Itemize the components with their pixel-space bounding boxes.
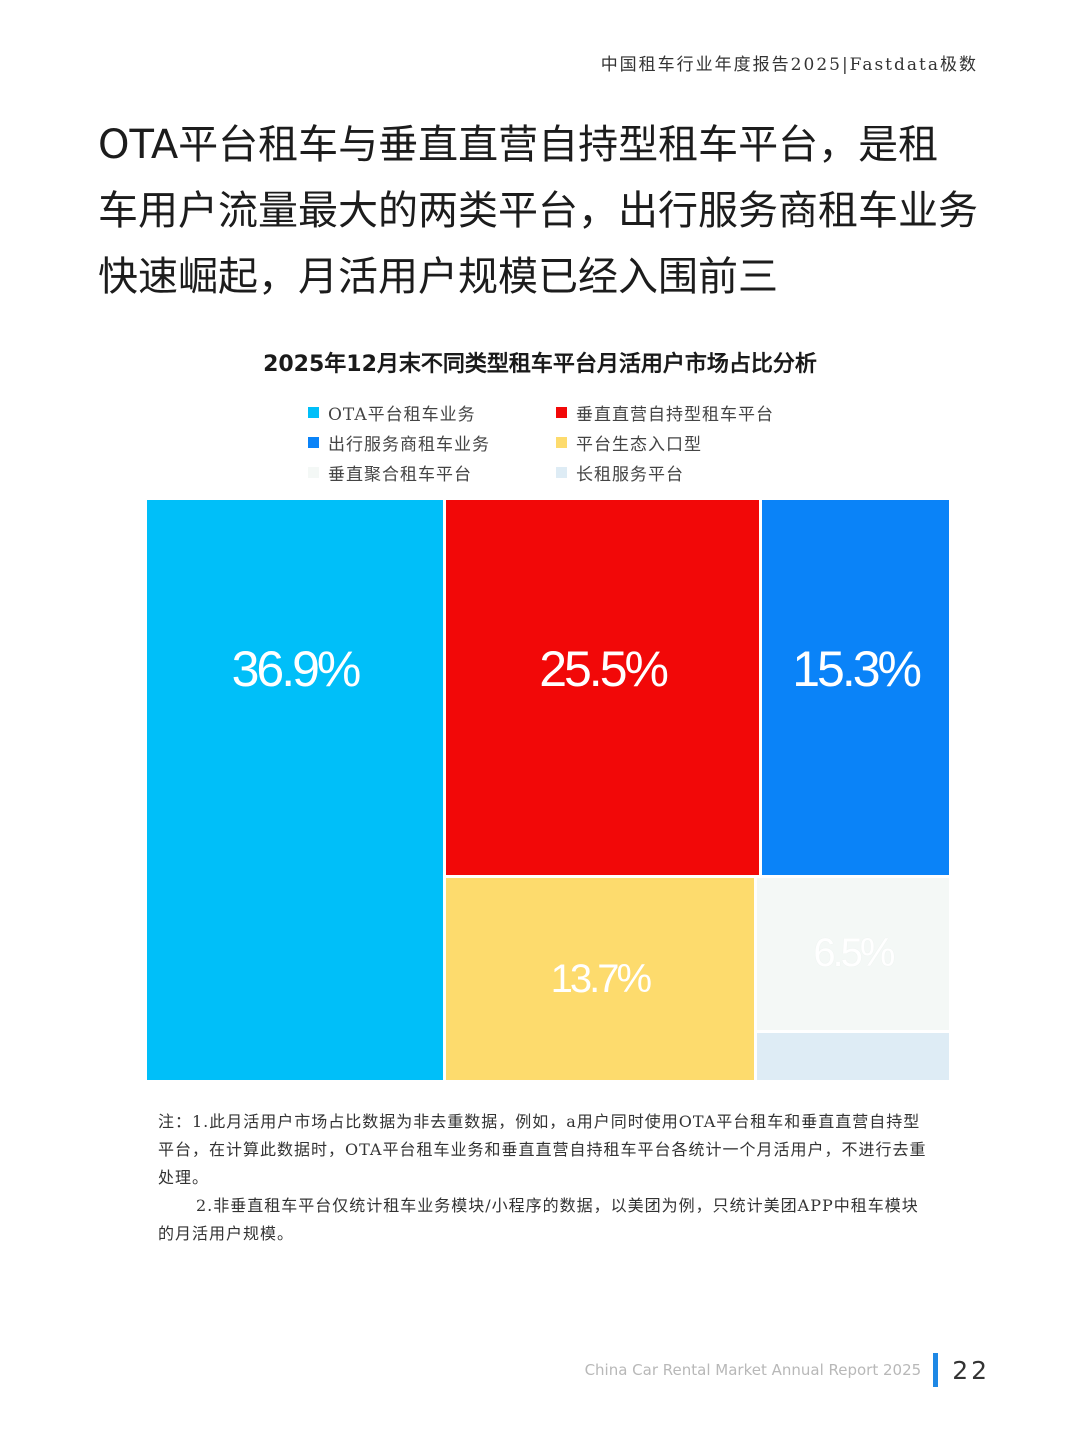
page-footer: China Car Rental Market Annual Report 20…	[585, 1352, 990, 1388]
note-2: 2.非垂直租车平台仅统计租车业务模块/小程序的数据，以美团为例，只统计美团APP…	[158, 1196, 919, 1243]
legend-swatch	[556, 406, 567, 418]
footer-report-name: China Car Rental Market Annual Report 20…	[584, 1361, 922, 1379]
tile-value-label: 36.9%	[231, 641, 362, 697]
legend-label: 垂直直营自持型租车平台	[576, 404, 774, 425]
tile-value-label: 15.3%	[792, 641, 922, 697]
tile-value-label: 25.5%	[539, 641, 669, 697]
chart-title: 2025年12月末不同类型租车平台月活用户市场占比分析	[263, 352, 817, 377]
legend-label: 垂直聚合租车平台	[328, 464, 472, 485]
legend-swatch	[308, 466, 319, 478]
tile-value-label: 6.5%	[813, 931, 895, 976]
legend-swatch	[308, 406, 319, 418]
legend-item: 垂直聚合租车平台	[308, 460, 556, 485]
tile-vertical-aggregator: 6.5%	[756, 878, 949, 1030]
tile-value-label: 13.7%	[550, 956, 652, 1001]
legend-item: 垂直直营自持型租车平台	[556, 400, 816, 425]
tile-platform-entry: 13.7%	[445, 878, 754, 1080]
page-number: 22	[952, 1355, 990, 1385]
legend-label: 长租服务平台	[576, 464, 684, 485]
legend-label: OTA平台租车业务	[328, 404, 476, 425]
legend-label: 出行服务商租车业务	[328, 434, 490, 455]
legend-item: 出行服务商租车业务	[308, 430, 556, 455]
treemap-chart: 36.9% 25.5% 15.3% 13.7% 6.5%	[147, 500, 949, 1080]
note-1: 注：1.此月活用户市场占比数据为非去重数据，例如，a用户同时使用OTA平台租车和…	[158, 1112, 927, 1187]
tile-ota: 36.9%	[147, 500, 443, 1080]
footer-divider	[933, 1353, 939, 1387]
page-headline: OTA平台租车与垂直直营自持型租车平台，是租车用户流量最大的两类平台，出行服务商…	[98, 122, 978, 300]
legend-swatch	[556, 436, 567, 448]
legend-item: OTA平台租车业务	[308, 400, 556, 425]
legend-swatch	[308, 436, 319, 448]
tile-long-term-rental	[756, 1032, 949, 1080]
legend-item: 长租服务平台	[556, 460, 816, 485]
legend-swatch	[556, 466, 567, 478]
report-tag: 中国租车行业年度报告2025|Fastdata极数	[600, 55, 978, 75]
chart-notes: 注：1.此月活用户市场占比数据为非去重数据，例如，a用户同时使用OTA平台租车和…	[158, 1108, 928, 1248]
chart-legend: OTA平台租车业务 垂直直营自持型租车平台 出行服务商租车业务 平台生态入口型 …	[308, 400, 828, 485]
tile-mobility-service: 15.3%	[762, 500, 949, 876]
legend-label: 平台生态入口型	[576, 434, 702, 455]
legend-item: 平台生态入口型	[556, 430, 816, 455]
tile-vertical-direct: 25.5%	[445, 500, 760, 876]
